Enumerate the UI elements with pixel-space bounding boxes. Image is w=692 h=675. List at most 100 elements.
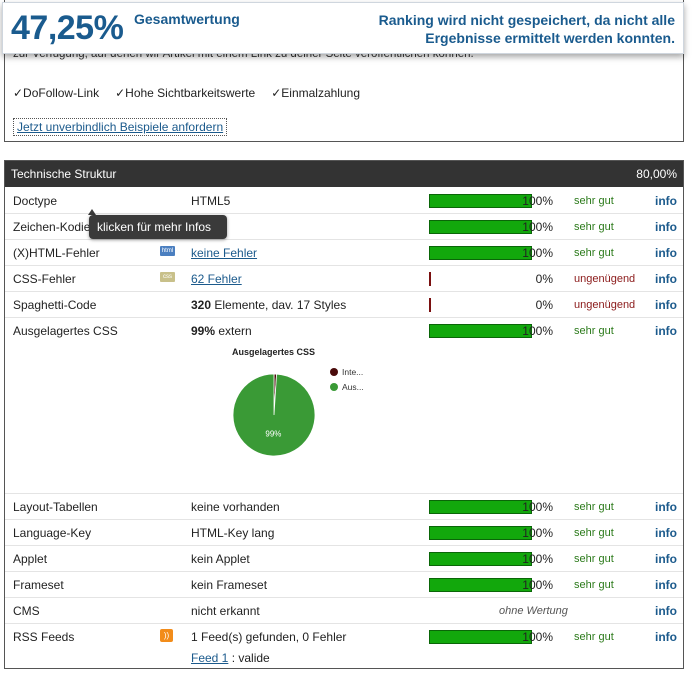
score-percent: 100% [522, 324, 553, 338]
score-percent: 0% [535, 298, 553, 312]
score-bar [429, 630, 532, 644]
check-name: RSS Feeds [13, 630, 75, 644]
check-value: kein Applet [191, 552, 250, 566]
legend-swatch [330, 368, 338, 376]
feature-dofollow: ✓DoFollow-Link [13, 86, 100, 100]
rating-label: ungenügend [574, 299, 636, 311]
check-name: Layout-Tabellen [13, 500, 98, 514]
html-icon: html [160, 246, 175, 256]
ranking-note: Ranking wird nicht gespeichert, da nicht… [378, 12, 675, 46]
check-row: RSS Feeds)) 1 Feed(s) gefunden, 0 Fehler F… [5, 624, 683, 668]
error-link[interactable]: keine Fehler [191, 246, 258, 260]
score-bar [429, 194, 532, 208]
feed-detail: Feed 1 : valide [191, 651, 270, 665]
score-bar-fill [429, 500, 532, 514]
rating-label: ungenügend [574, 273, 636, 285]
check-value: nicht erkannt [191, 604, 260, 618]
info-link[interactable]: info [655, 578, 677, 592]
error-link[interactable]: 62 Fehler [191, 272, 242, 286]
check-name: Ausgelagertes CSS [13, 324, 118, 338]
chart-title: Ausgelagertes CSS [232, 347, 316, 357]
info-link[interactable]: info [655, 500, 677, 514]
check-name: (X)HTML-Fehler [13, 246, 100, 260]
score-percent: 0% [535, 272, 553, 286]
score-bar [429, 552, 532, 566]
pie-slice-label: 99% [265, 429, 281, 438]
check-value: kein Frameset [191, 578, 268, 592]
info-link[interactable]: info [655, 246, 677, 260]
legend-item: Inte... [330, 367, 364, 377]
legend-label: Aus... [342, 382, 364, 392]
score-bar-fill [429, 324, 532, 338]
info-link[interactable]: info [655, 194, 677, 208]
no-rating-label: ohne Wertung [499, 605, 568, 617]
pie-slice [232, 373, 316, 457]
score-bar [429, 220, 532, 234]
score-bar-fill [429, 298, 431, 312]
rating-label: sehr gut [574, 325, 614, 337]
value-text: extern [215, 324, 252, 338]
score-bar [429, 578, 532, 592]
score-bar-fill [429, 578, 532, 592]
tooltip-arrow [88, 209, 96, 215]
legend-swatch [330, 383, 338, 391]
rating-label: sehr gut [574, 501, 614, 513]
score-bar-fill [429, 246, 532, 260]
score-label: Gesamtwertung [134, 11, 240, 27]
check-value: HTML5 [191, 194, 231, 208]
feed-link[interactable]: Feed 1 [191, 651, 229, 665]
rating-label: sehr gut [574, 221, 614, 233]
score-bar-fill [429, 526, 532, 540]
score-percent: 100% [522, 500, 553, 514]
info-link[interactable]: info [655, 526, 677, 540]
check-name: CSS-Fehler [13, 272, 76, 286]
rating-label: sehr gut [574, 527, 614, 539]
section-title: Technische Struktur [11, 167, 117, 181]
check-name: CMS [13, 604, 40, 618]
check-value: 1 Feed(s) gefunden, 0 Fehler [191, 630, 347, 644]
css-pie-chart: Ausgelagertes CSS 99% Inte... Aus... [220, 347, 380, 457]
check-row: Doctype HTML5 100% sehr gut info [5, 188, 683, 214]
info-link[interactable]: info [655, 552, 677, 566]
request-examples-link[interactable]: Jetzt unverbindlich Beispiele anfordern [13, 118, 228, 136]
score-bar [429, 272, 532, 286]
check-row: Spaghetti-Code 320 Elemente, dav. 17 Styl… [5, 292, 683, 318]
check-row: Frameset kein Frameset 100% sehr gut info [5, 572, 683, 598]
check-name: Applet [13, 552, 48, 566]
feature-onetime: ✓Einmalzahlung [271, 86, 360, 100]
value-highlight: 320 [191, 298, 212, 312]
score-banner: 47,25% Gesamtwertung Ranking wird nicht … [2, 2, 684, 54]
info-link[interactable]: info [655, 604, 677, 618]
score-bar-fill [429, 552, 532, 566]
feature-visibility: ✓Hohe Sichtbarkeitswerte [115, 86, 256, 100]
info-link[interactable]: info [655, 298, 677, 312]
score-bar [429, 298, 532, 312]
check-value: HTML-Key lang [191, 526, 275, 540]
info-link[interactable]: info [655, 324, 677, 338]
info-link[interactable]: info [655, 272, 677, 286]
info-link[interactable]: info [655, 220, 677, 234]
section-score: 80,00% [636, 167, 677, 181]
rating-label: sehr gut [574, 579, 614, 591]
check-row: CSS-Fehler css 62 Fehler 0% ungenügend info [5, 266, 683, 292]
score-bar-fill [429, 194, 532, 208]
value-text: Elemente, dav. 17 Styles [211, 298, 347, 312]
section-header: Technische Struktur 80,00% [5, 161, 683, 187]
score-value: 47,25% [11, 9, 124, 47]
rss-icon: )) [160, 629, 173, 642]
check-name: Frameset [13, 578, 64, 592]
score-bar-fill [429, 220, 532, 234]
score-percent: 100% [522, 220, 553, 234]
value-highlight: 99% [191, 324, 216, 338]
score-bar-fill [429, 630, 532, 644]
check-value: 62 Fehler [191, 272, 242, 286]
score-bar-fill [429, 272, 431, 286]
css-icon: css [160, 272, 175, 282]
check-name: Spaghetti-Code [13, 298, 97, 312]
score-percent: 100% [522, 578, 553, 592]
check-row: (X)HTML-Fehler html keine Fehler 100% sehr g… [5, 240, 683, 266]
chart-legend: Inte... Aus... [330, 367, 364, 397]
score-percent: 100% [522, 194, 553, 208]
info-link[interactable]: info [655, 630, 677, 644]
check-value: keine Fehler [191, 246, 257, 260]
